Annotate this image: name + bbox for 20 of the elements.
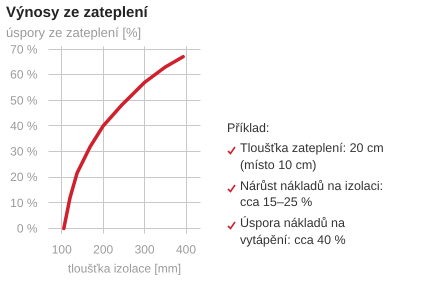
y-tick-label: 40 % [10,118,38,133]
text: Příklad: [227,120,270,136]
text: Úspora nákladů na vytápění: cca 40 % [240,215,347,248]
y-tick-label: 0 % [16,221,38,236]
x-tick-label: 400 [176,242,196,256]
text: Tloušťka zateplení: 20 cm (místo 10 cm) [240,140,385,173]
text: Nárůst nákladů na izolaci: cca 15–25 % [240,178,384,210]
x-axis-title: tloušťka izolace [mm] [68,262,182,276]
line-series [62,54,185,230]
y-tick-label: 20 % [10,170,38,184]
y-tick-label: 70 % [10,42,38,56]
y-tick-label: 50 % [10,93,38,108]
x-tick-label: 300 [134,242,155,256]
y-tick-label: 30 % [10,144,38,159]
x-tick-label: 200 [93,242,114,256]
x-tick-label: 100 [52,242,72,256]
chart-title: Výnosy ze zateplení [6,3,148,23]
y-axis-title: úspory ze zateplení [%] [6,24,142,42]
y-tick-label: 60 % [10,68,38,82]
y-tick-label: 10 % [10,196,38,210]
